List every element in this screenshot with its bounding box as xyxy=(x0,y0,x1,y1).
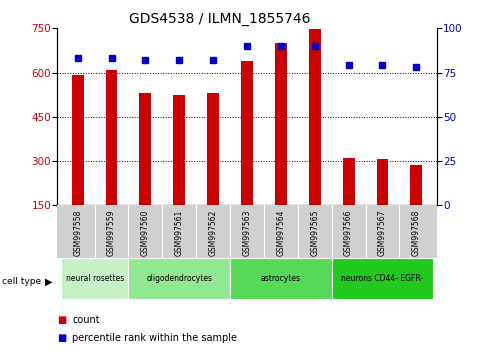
Bar xyxy=(173,95,185,205)
Text: GSM997562: GSM997562 xyxy=(209,210,218,256)
Text: GSM997561: GSM997561 xyxy=(175,210,184,256)
Bar xyxy=(140,93,151,205)
Text: GSM997564: GSM997564 xyxy=(276,210,285,256)
Text: astrocytes: astrocytes xyxy=(261,274,301,283)
Bar xyxy=(106,70,117,205)
Text: GSM997568: GSM997568 xyxy=(412,210,421,256)
Bar xyxy=(410,166,422,205)
Bar xyxy=(207,93,219,205)
Bar xyxy=(377,159,388,205)
Bar xyxy=(129,258,230,299)
Text: oligodendrocytes: oligodendrocytes xyxy=(146,274,212,283)
Text: percentile rank within the sample: percentile rank within the sample xyxy=(72,333,238,343)
Text: GSM997566: GSM997566 xyxy=(344,210,353,256)
Text: GSM997559: GSM997559 xyxy=(107,210,116,256)
Text: GSM997565: GSM997565 xyxy=(310,210,319,256)
Text: ▶: ▶ xyxy=(44,276,52,286)
Bar xyxy=(230,258,332,299)
Text: count: count xyxy=(72,315,100,325)
Text: GSM997558: GSM997558 xyxy=(73,210,82,256)
Bar xyxy=(343,158,354,205)
Bar xyxy=(72,75,84,205)
Text: neurons CD44- EGFR-: neurons CD44- EGFR- xyxy=(341,274,424,283)
Text: ■: ■ xyxy=(57,315,67,325)
Bar xyxy=(241,61,253,205)
Bar xyxy=(309,29,321,205)
Text: GSM997567: GSM997567 xyxy=(378,210,387,256)
Bar xyxy=(61,258,129,299)
Text: neural rosettes: neural rosettes xyxy=(65,274,124,283)
Text: ■: ■ xyxy=(57,333,67,343)
Bar xyxy=(332,258,433,299)
Text: cell type: cell type xyxy=(2,277,41,286)
Text: GSM997563: GSM997563 xyxy=(243,210,251,256)
Bar xyxy=(275,43,287,205)
Text: GDS4538 / ILMN_1855746: GDS4538 / ILMN_1855746 xyxy=(129,12,310,27)
Text: GSM997560: GSM997560 xyxy=(141,210,150,256)
